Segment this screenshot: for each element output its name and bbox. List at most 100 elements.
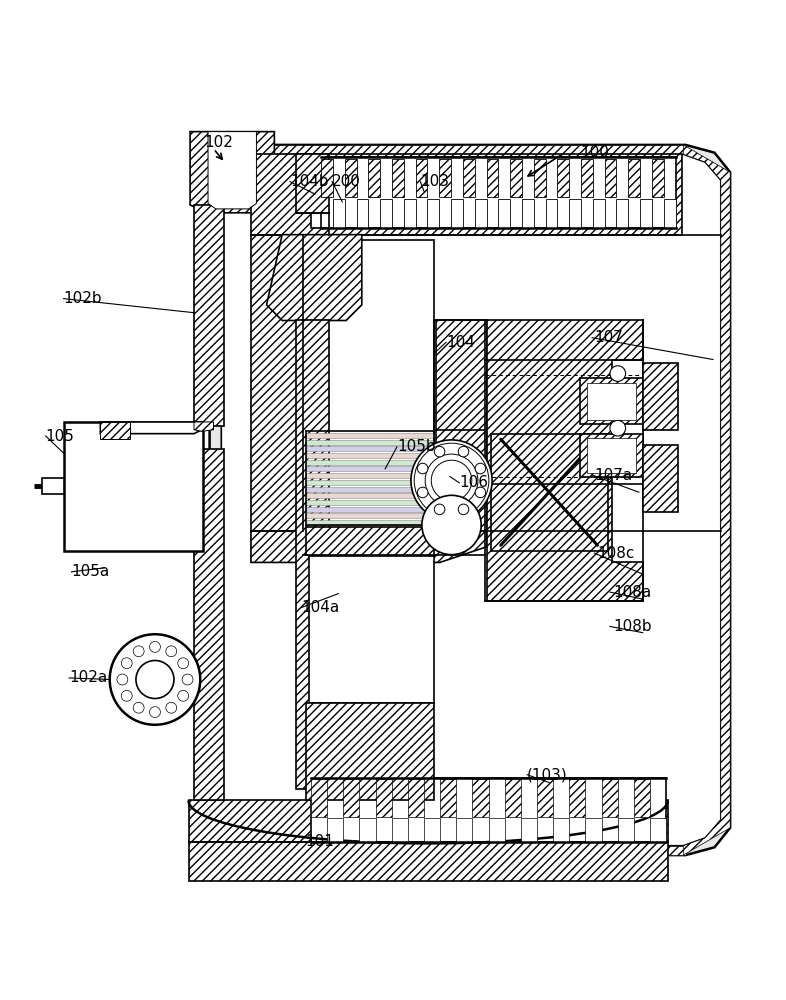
Bar bbox=[309, 556, 434, 703]
Circle shape bbox=[117, 674, 128, 685]
Circle shape bbox=[149, 641, 160, 652]
Text: 108b: 108b bbox=[613, 619, 652, 634]
Polygon shape bbox=[210, 825, 251, 855]
Circle shape bbox=[166, 646, 177, 657]
Bar bbox=[306, 507, 435, 512]
Circle shape bbox=[417, 487, 428, 498]
Bar bbox=[489, 818, 505, 842]
Bar bbox=[357, 199, 369, 228]
Polygon shape bbox=[487, 320, 643, 601]
Bar bbox=[586, 438, 637, 473]
Bar bbox=[306, 500, 435, 505]
Text: 105: 105 bbox=[46, 429, 75, 444]
Text: 200: 200 bbox=[332, 174, 361, 189]
Bar bbox=[586, 818, 601, 842]
Text: 104b: 104b bbox=[290, 174, 329, 189]
Bar bbox=[306, 487, 435, 492]
Bar bbox=[616, 199, 628, 228]
Bar bbox=[251, 235, 303, 531]
Bar bbox=[296, 154, 329, 213]
Bar bbox=[522, 199, 534, 228]
Bar bbox=[101, 422, 130, 439]
Bar bbox=[553, 818, 569, 842]
Circle shape bbox=[121, 658, 132, 669]
Bar bbox=[618, 818, 634, 842]
Bar bbox=[424, 818, 440, 842]
Circle shape bbox=[475, 487, 486, 498]
Polygon shape bbox=[208, 132, 256, 209]
Bar bbox=[241, 145, 685, 154]
Bar bbox=[408, 779, 424, 817]
Polygon shape bbox=[222, 154, 721, 846]
Bar bbox=[306, 446, 435, 451]
Bar bbox=[580, 434, 643, 477]
Bar bbox=[640, 199, 652, 228]
Text: 104: 104 bbox=[446, 335, 475, 350]
Polygon shape bbox=[210, 145, 251, 175]
Polygon shape bbox=[210, 145, 730, 855]
Bar bbox=[521, 818, 537, 842]
Bar bbox=[472, 779, 489, 817]
Circle shape bbox=[166, 702, 177, 713]
Circle shape bbox=[610, 420, 626, 436]
Text: 105b: 105b bbox=[397, 439, 435, 454]
Circle shape bbox=[458, 446, 468, 457]
Bar bbox=[439, 159, 451, 197]
Circle shape bbox=[136, 660, 174, 699]
Bar bbox=[604, 159, 616, 197]
Circle shape bbox=[458, 504, 468, 515]
Bar bbox=[311, 162, 596, 228]
Bar bbox=[392, 159, 404, 197]
Bar bbox=[343, 779, 359, 817]
Bar bbox=[321, 157, 675, 228]
Text: 104a: 104a bbox=[301, 600, 339, 615]
Bar bbox=[376, 779, 391, 817]
Bar bbox=[42, 478, 64, 494]
Text: 103: 103 bbox=[421, 174, 450, 189]
Bar bbox=[457, 818, 472, 842]
Bar bbox=[428, 199, 439, 228]
Bar bbox=[580, 378, 643, 424]
Circle shape bbox=[178, 658, 189, 669]
Bar bbox=[333, 199, 345, 228]
Circle shape bbox=[432, 460, 472, 501]
Bar bbox=[306, 453, 435, 458]
Bar bbox=[189, 842, 668, 881]
Bar bbox=[194, 449, 224, 800]
Bar bbox=[440, 779, 457, 817]
Bar bbox=[451, 199, 463, 228]
Text: 107a: 107a bbox=[594, 468, 633, 483]
Circle shape bbox=[435, 446, 445, 457]
Bar bbox=[311, 779, 327, 817]
Bar bbox=[475, 199, 487, 228]
Bar bbox=[391, 818, 408, 842]
Bar bbox=[309, 240, 434, 525]
Bar bbox=[306, 513, 435, 518]
Bar bbox=[505, 779, 521, 817]
Text: 102b: 102b bbox=[64, 291, 102, 306]
Circle shape bbox=[411, 440, 492, 521]
Bar bbox=[327, 818, 343, 842]
Bar bbox=[586, 383, 637, 420]
Bar bbox=[311, 778, 667, 842]
Bar bbox=[194, 205, 224, 426]
Bar bbox=[321, 159, 333, 197]
Bar bbox=[628, 159, 640, 197]
Text: 107: 107 bbox=[594, 330, 623, 345]
Bar bbox=[581, 159, 593, 197]
Bar bbox=[306, 480, 435, 485]
Bar bbox=[643, 363, 678, 430]
Bar bbox=[537, 779, 553, 817]
Bar bbox=[306, 440, 435, 445]
Text: (103): (103) bbox=[527, 767, 568, 782]
Bar bbox=[643, 445, 678, 512]
Bar bbox=[569, 199, 581, 228]
Bar bbox=[306, 460, 435, 465]
Polygon shape bbox=[683, 145, 730, 855]
Bar bbox=[634, 779, 650, 817]
Polygon shape bbox=[194, 422, 214, 431]
Bar bbox=[557, 159, 569, 197]
Circle shape bbox=[422, 495, 481, 555]
Circle shape bbox=[414, 443, 489, 518]
Circle shape bbox=[475, 463, 486, 474]
